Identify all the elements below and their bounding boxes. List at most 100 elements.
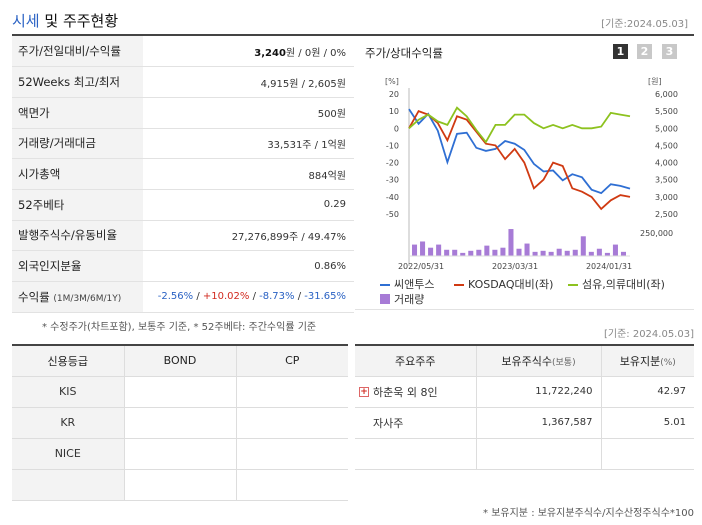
returns-label: 수익률 [18,289,50,304]
quote-row-par: 액면가 500원 [12,97,354,129]
return-3m: +10.02% [202,291,250,303]
shareholder-header-ratio: 보유지분(%) [601,345,694,377]
shareholder-footnote: * 보유지분 : 보유지분주식수/지수산정주식수*100 [483,508,694,519]
shareholder-name[interactable]: + 하춘욱 외 8인 [355,376,477,408]
left-tick-label: 0 [394,124,399,133]
quote-table: 주가/전일대비/수익률 3,240원 / 0원 / 0% 52Weeks 최고/… [12,36,354,313]
volume-bar [556,248,562,256]
shareholder-header-name: 주요주주 [355,345,477,377]
quote-row-beta: 52주베타 0.29 [12,189,354,221]
left-tick-label: 10 [389,107,399,116]
bond-rating [124,469,237,501]
header-divider [12,34,694,36]
chart-page-2-button[interactable]: 2 [637,44,652,59]
bond-rating [124,438,237,470]
legend-stock: 씨앤투스 [380,276,434,292]
volume-bar [580,236,586,256]
right-tick-label: 4,000 [655,159,678,168]
volume-bar [612,244,618,256]
quote-row-shares: 발행주식수/유동비율 27,276,899주 / 49.47% [12,220,354,252]
table-row: + 하춘욱 외 8인 11,722,240 42.97 [355,376,694,408]
left-tick-label: -50 [386,210,399,219]
cp-rating [236,407,348,439]
credit-header-cp: CP [236,345,348,377]
table-row [12,469,348,501]
quote-label: 거래량/거래대금 [12,128,143,160]
returns-values: -2.56% / +10.02% / -8.73% / -31.65% [143,281,354,313]
right-tick-label: 5,500 [655,107,678,116]
quote-row-price: 주가/전일대비/수익률 3,240원 / 0원 / 0% [12,36,354,68]
quote-value: 0.29 [143,189,354,221]
shareholder-reference-date: [기준: 2024.05.03] [603,329,694,340]
agency-name [12,469,125,501]
legend-volume-swatch [380,294,390,304]
volume-bar [452,249,458,256]
quote-value: 33,531주 / 1억원 [143,128,354,160]
agency-name: KR [12,407,125,439]
quote-label: 52Weeks 최고/최저 [12,66,143,98]
bond-rating [124,407,237,439]
return-1m: -2.56% [157,291,194,303]
chart-page-3-button[interactable]: 3 [662,44,677,59]
series-line-kosdaq [408,109,631,211]
shareholder-name: 자사주 [355,407,477,439]
volume-bar [508,229,514,256]
x-tick-label: 2022/05/31 [398,262,444,271]
x-tick-label: 2023/03/31 [492,262,538,271]
quote-label: 발행주식수/유동비율 [12,220,143,252]
legend-volume: 거래량 [380,291,424,307]
return-6m: -8.73% [259,291,295,303]
shareholder-ratio [601,438,694,470]
volume-bar [524,243,530,256]
quote-footnote: * 수정주가(차트포함), 보통주 기준, * 52주베타: 주간수익률 기준 [42,322,317,333]
volume-bar [540,250,546,256]
price-change: 원 / 0원 / 0% [285,47,346,59]
right-tick-label: 6,000 [655,90,678,99]
volume-bar [564,250,570,256]
chart-page-1-button[interactable]: 1 [613,44,628,59]
table-row: KIS [12,376,348,408]
returns-periods: (1M/3M/6M/1Y) [53,293,122,304]
quote-label: 수익률 (1M/3M/6M/1Y) [12,281,143,313]
right-tick-label: 4,500 [655,141,678,150]
volume-bar [484,245,490,256]
volume-bar [460,252,466,256]
table-row: 자사주 1,367,587 5.01 [355,407,694,439]
left-tick-label: -30 [386,176,399,185]
legend-kosdaq-swatch [454,284,464,286]
quote-value: 0.86% [143,250,354,282]
expand-plus-icon[interactable]: + [359,386,369,397]
volume-bar [420,241,426,256]
volume-bar [436,244,442,256]
volume-tick-label: 250,000 [640,229,673,238]
quote-label: 외국인지분율 [12,250,143,282]
cp-rating [236,438,348,470]
title-main: 시세 [12,12,40,30]
volume-bar [548,251,554,256]
shareholder-shares: 1,367,587 [476,407,602,439]
quote-row-52weeks: 52Weeks 최고/최저 4,915원 / 2,605원 [12,66,354,98]
volume-bar [620,251,626,256]
shareholder-header-shares: 보유주식수(보통) [476,345,602,377]
volume-bar [596,248,602,256]
quote-row-volume: 거래량/거래대금 33,531주 / 1억원 [12,128,354,160]
shareholders-table: 주요주주 보유주식수(보통) 보유지분(%) + 하춘욱 외 8인 11,722,… [355,344,694,470]
reference-date: [기준:2024.05.03] [601,19,688,30]
volume-bar [572,249,578,256]
table-row: NICE [12,438,348,470]
quote-label: 시가총액 [12,158,143,190]
volume-bar [604,252,610,256]
quote-value: 27,276,899주 / 49.47% [143,220,354,252]
quote-value: 884억원 [143,158,354,190]
section-header: 시세 및 주주현황 [기준:2024.05.03] [12,6,694,32]
left-tick-label: 20 [389,90,399,99]
volume-bar [444,249,450,256]
right-tick-label: 5,000 [655,124,678,133]
quote-row-returns: 수익률 (1M/3M/6M/1Y) -2.56% / +10.02% / -8.… [12,281,354,313]
cp-rating [236,376,348,408]
table-row: KR [12,407,348,439]
shareholder-ratio: 42.97 [601,376,694,408]
volume-bar [476,249,482,256]
right-tick-label: 3,000 [655,193,678,202]
section-title: 시세 및 주주현황 [12,10,118,31]
